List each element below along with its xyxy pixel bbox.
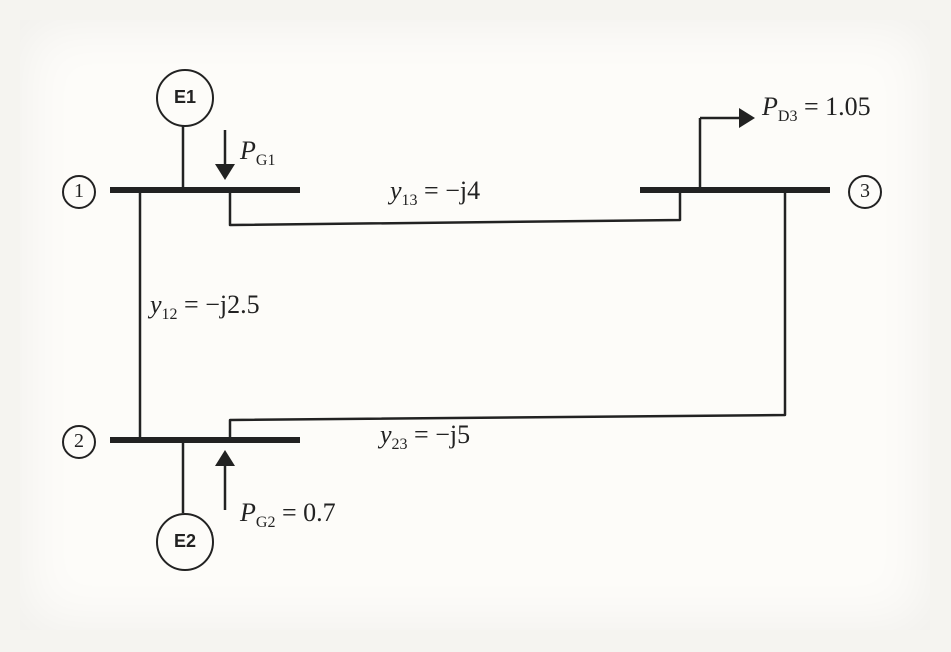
label-pd3: PD3 = 1.05 xyxy=(762,92,871,126)
bus-1-num: 1 xyxy=(74,180,84,202)
generator-e1-label: E1 xyxy=(174,87,196,107)
generator-e1: E1 xyxy=(156,69,214,127)
label-y12: y12 = −j2.5 xyxy=(150,290,260,324)
bus-2-num: 2 xyxy=(74,430,84,452)
label-pg2: PG2 = 0.7 xyxy=(240,498,336,532)
label-pg1: PG1 xyxy=(240,136,275,170)
label-y13: y13 = −j4 xyxy=(390,176,480,210)
label-y23: y23 = −j5 xyxy=(380,420,470,454)
bus-3-badge: 3 xyxy=(848,175,882,209)
generator-e2: E2 xyxy=(156,513,214,571)
bus-2-badge: 2 xyxy=(62,425,96,459)
bus-1-badge: 1 xyxy=(62,175,96,209)
bus-3-num: 3 xyxy=(860,180,870,202)
generator-e2-label: E2 xyxy=(174,531,196,551)
